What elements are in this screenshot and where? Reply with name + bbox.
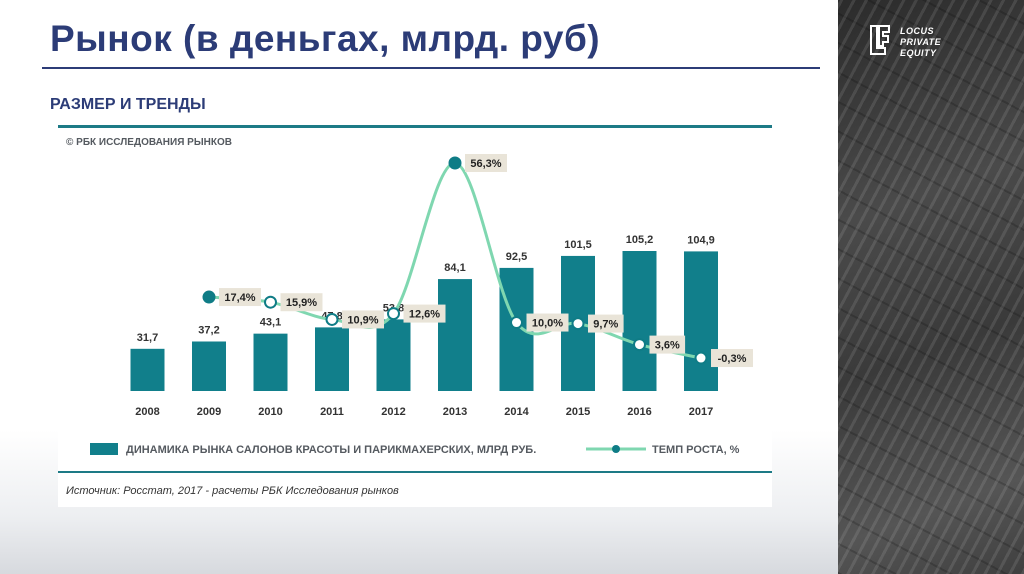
legend-bar-label: ДИНАМИКА РЫНКА САЛОНОВ КРАСОТЫ И ПАРИКМА… [126, 444, 536, 456]
x-tick-2014: 2014 [504, 406, 529, 418]
growth-label-2012: 12,6% [409, 309, 440, 321]
logo-line-1: LOCUS [900, 26, 934, 36]
logo-line-3: EQUITY [900, 48, 937, 58]
chart-card: © РБК ИССЛЕДОВАНИЯ РЫНКОВ 31,737,243,147… [58, 125, 772, 507]
bar-value-2009: 37,2 [198, 324, 219, 336]
growth-label-bg-2009 [219, 288, 261, 307]
bar-value-2015: 101,5 [564, 239, 592, 251]
growth-label-2017: -0,3% [718, 353, 747, 365]
growth-label-2016: 3,6% [655, 340, 680, 352]
bar-series: 31,737,243,147,853,884,192,5101,5105,210… [130, 234, 718, 391]
growth-label-bg-2010 [280, 293, 323, 312]
page-title: Рынок (в деньгах, млрд. руб) [50, 18, 601, 59]
legend-line-label: ТЕМП РОСТА, % [652, 444, 740, 456]
growth-point-2014 [510, 316, 523, 330]
logo-line-2: PRIVATE [900, 37, 942, 47]
growth-label-bg-2014 [526, 313, 569, 332]
bar-2016 [622, 251, 657, 391]
growth-label-2010: 15,9% [286, 297, 317, 309]
growth-label-bg-2017 [711, 349, 753, 368]
growth-label-2009: 17,4% [224, 292, 255, 304]
title-divider [42, 67, 820, 69]
bar-value-2010: 43,1 [260, 317, 281, 329]
growth-label-bg-2013 [465, 154, 507, 172]
section-subtitle: РАЗМЕР И ТРЕНДЫ [50, 96, 206, 113]
bar-2017 [684, 251, 718, 391]
growth-label-2014: 10,0% [532, 318, 563, 330]
growth-point-2012 [387, 307, 400, 321]
x-tick-2012: 2012 [381, 406, 405, 418]
logo-mark-icon [870, 25, 890, 55]
chart-bottom-rule [58, 471, 772, 473]
x-tick-2017: 2017 [689, 406, 713, 418]
market-chart: 31,737,243,147,853,884,192,5101,5105,210… [90, 154, 753, 456]
growth-point-2016 [633, 338, 646, 352]
growth-label-2013: 56,3% [470, 158, 501, 170]
growth-point-2010 [264, 295, 277, 309]
bar-value-2008: 31,7 [137, 332, 158, 344]
growth-label-2011: 10,9% [347, 314, 378, 326]
chart-top-rule [58, 125, 772, 128]
growth-series: 17,4% 15,9% 10,9% 12,6% 56,3% 10,0% 9,7% 3,6% -0… [202, 154, 753, 368]
bar-value-2016: 105,2 [626, 234, 654, 246]
x-tick-2009: 2009 [197, 406, 221, 418]
legend-line-marker [612, 445, 620, 453]
bar-value-2013: 84,1 [444, 262, 465, 274]
chart-legend: ДИНАМИКА РЫНКА САЛОНОВ КРАСОТЫ И ПАРИКМА… [90, 443, 740, 456]
growth-point-2013 [448, 156, 462, 170]
growth-label-bg-2016 [649, 335, 686, 354]
growth-point-2011 [325, 312, 339, 326]
legend-bar-swatch [90, 443, 118, 455]
x-tick-2008: 2008 [135, 406, 159, 418]
growth-label-bg-2011 [342, 310, 384, 329]
logo-text: LOCUS PRIVATE EQUITY [900, 26, 941, 59]
bar-value-2017: 104,9 [687, 234, 715, 246]
growth-label-bg-2012 [403, 304, 446, 323]
bar-2012 [376, 319, 411, 391]
growth-point-2017 [694, 351, 708, 365]
side-photo-panel [838, 0, 1024, 574]
x-tick-2013: 2013 [443, 406, 467, 418]
x-axis-ticks: 2008 2009 2010 2011 2012 2013 2014 2015 2016 2017 [135, 406, 713, 418]
chart-source-note: Источник: Росстат, 2017 - расчеты РБК Ис… [66, 485, 399, 497]
bar-2008 [130, 348, 165, 391]
bar-2009 [192, 341, 226, 391]
growth-label-bg-2015 [588, 314, 624, 333]
x-tick-2015: 2015 [566, 406, 590, 418]
chart-copyright: © РБК ИССЛЕДОВАНИЯ РЫНКОВ [66, 137, 232, 148]
growth-point-2009 [202, 290, 216, 304]
brand-logo: LOCUS PRIVATE EQUITY [868, 24, 988, 70]
x-tick-2011: 2011 [320, 406, 344, 418]
bar-value-2014: 92,5 [506, 251, 527, 263]
bar-2011 [315, 327, 349, 391]
bar-2013 [438, 279, 472, 391]
bar-2010 [253, 333, 288, 391]
growth-label-2015: 9,7% [593, 319, 618, 331]
x-tick-2016: 2016 [627, 406, 651, 418]
growth-point-2015 [571, 317, 585, 331]
x-tick-2010: 2010 [258, 406, 282, 418]
